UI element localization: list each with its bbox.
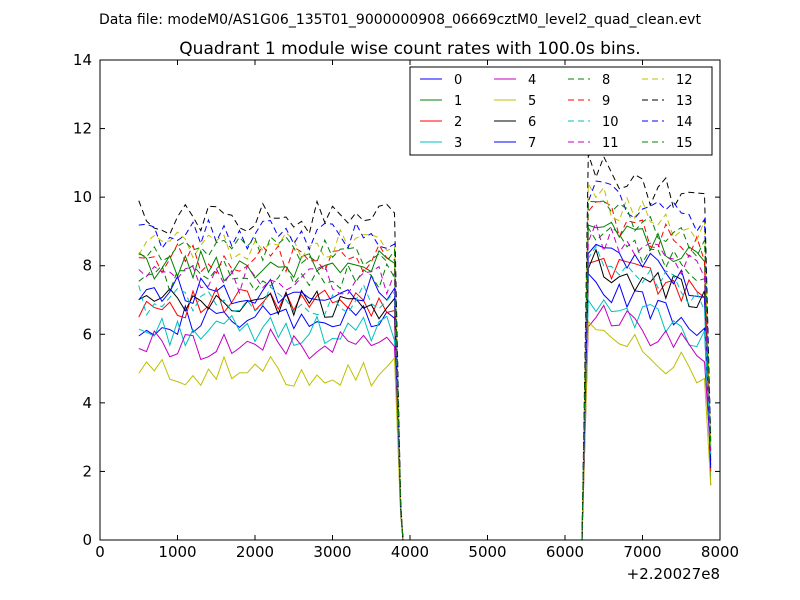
- legend-label-7: 7: [528, 136, 536, 151]
- figure-suptitle: Data file: modeM0/AS1G06_135T01_90000009…: [99, 12, 701, 28]
- series-line-1: [138, 221, 712, 540]
- legend-label-5: 5: [528, 94, 536, 109]
- y-tick-label: 10: [73, 188, 92, 206]
- x-axis-offset-label: +2.20027e8: [627, 565, 720, 583]
- y-tick-label: 2: [82, 462, 92, 480]
- legend-label-4: 4: [528, 73, 536, 88]
- y-tick-label: 6: [82, 325, 92, 343]
- legend-frame: [409, 66, 713, 156]
- series-line-0: [138, 272, 712, 540]
- legend-label-11: 11: [602, 136, 619, 151]
- legend-label-3: 3: [454, 136, 462, 151]
- legend-label-0: 0: [454, 73, 462, 88]
- y-tick-label: 0: [82, 531, 92, 549]
- legend-label-12: 12: [676, 73, 693, 88]
- x-tick-label: 7000: [623, 543, 661, 561]
- x-tick-label: 8000: [701, 543, 739, 561]
- y-tick-label: 12: [73, 120, 92, 138]
- series-line-3: [138, 298, 712, 540]
- legend-label-15: 15: [676, 136, 693, 151]
- legend-label-1: 1: [454, 94, 462, 109]
- x-tick-label: 0: [95, 543, 105, 561]
- y-tick-label: 4: [82, 394, 92, 412]
- y-tick-label: 14: [73, 51, 92, 69]
- series-line-9: [138, 201, 712, 540]
- legend-label-9: 9: [602, 94, 610, 109]
- legend-label-14: 14: [676, 115, 693, 130]
- y-tick-label: 8: [82, 257, 92, 275]
- x-tick-label: 4000: [391, 543, 429, 561]
- x-tick-label: 3000: [313, 543, 351, 561]
- series-line-13: [138, 153, 712, 540]
- series-line-5: [138, 320, 712, 540]
- series-lines: [138, 153, 712, 540]
- series-line-10: [138, 245, 712, 540]
- legend-label-6: 6: [528, 115, 536, 130]
- series-line-6: [138, 248, 712, 540]
- x-tick-label: 6000: [546, 543, 584, 561]
- x-tick-label: 2000: [236, 543, 274, 561]
- series-line-4: [138, 304, 712, 540]
- x-axis: 0 1000 2000 3000 4000 5000 6000 7000 8000: [95, 60, 739, 561]
- series-line-7: [138, 243, 712, 540]
- series-line-11: [138, 221, 712, 540]
- x-tick-label: 5000: [468, 543, 506, 561]
- legend-label-13: 13: [676, 94, 693, 109]
- series-line-15: [138, 200, 712, 540]
- x-tick-label: 1000: [158, 543, 196, 561]
- series-line-8: [138, 226, 712, 540]
- series-line-14: [138, 180, 712, 540]
- legend-label-2: 2: [454, 115, 462, 130]
- legend-label-10: 10: [602, 115, 619, 130]
- chart-title: Quadrant 1 module wise count rates with …: [179, 39, 640, 59]
- legend-label-8: 8: [602, 73, 610, 88]
- series-line-12: [138, 181, 712, 540]
